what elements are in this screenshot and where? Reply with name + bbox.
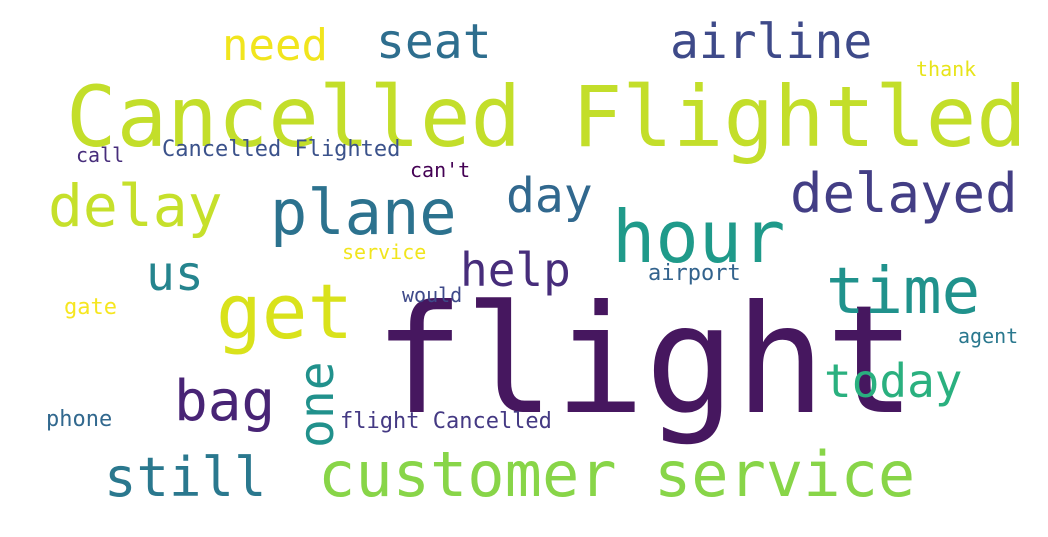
cloud-word-bag: bag xyxy=(174,369,275,434)
cloud-word-gate: gate xyxy=(64,295,117,320)
cloud-word-flight: flight xyxy=(374,274,916,448)
cloud-word-agent: agent xyxy=(958,324,1018,348)
cloud-word-hour: hour xyxy=(612,195,785,279)
cloud-word-today: today xyxy=(824,354,962,408)
cloud-word-cancelled-flightled: Cancelled Flightled xyxy=(66,68,1027,166)
cloud-word-customer-service: customer service xyxy=(318,438,915,511)
cloud-word-need: need xyxy=(222,20,328,71)
cloud-word-us: us xyxy=(146,246,204,302)
cloud-word-would: would xyxy=(402,283,462,307)
cloud-word-can-t: can't xyxy=(410,158,470,182)
cloud-word-thank: thank xyxy=(916,57,976,81)
cloud-word-day: day xyxy=(506,168,593,224)
cloud-word-flight-cancelled: flight Cancelled xyxy=(340,409,552,434)
cloud-word-plane: plane xyxy=(270,176,457,249)
cloud-word-airport: airport xyxy=(648,261,741,286)
cloud-word-delayed: delayed xyxy=(790,162,1018,225)
cloud-word-one: one xyxy=(289,361,345,448)
cloud-word-phone: phone xyxy=(46,407,112,432)
cloud-word-delay: delay xyxy=(48,172,223,240)
cloud-word-seat: seat xyxy=(376,14,492,70)
cloud-word-call: call xyxy=(76,143,124,167)
cloud-word-cancelled-flighted: Cancelled Flighted xyxy=(162,137,400,162)
cloud-word-service: service xyxy=(342,240,426,264)
cloud-word-still: still xyxy=(104,446,267,509)
cloud-word-airline: airline xyxy=(670,14,872,70)
cloud-word-help: help xyxy=(460,243,571,297)
cloud-word-get: get xyxy=(216,267,353,356)
cloud-word-time: time xyxy=(826,255,980,329)
